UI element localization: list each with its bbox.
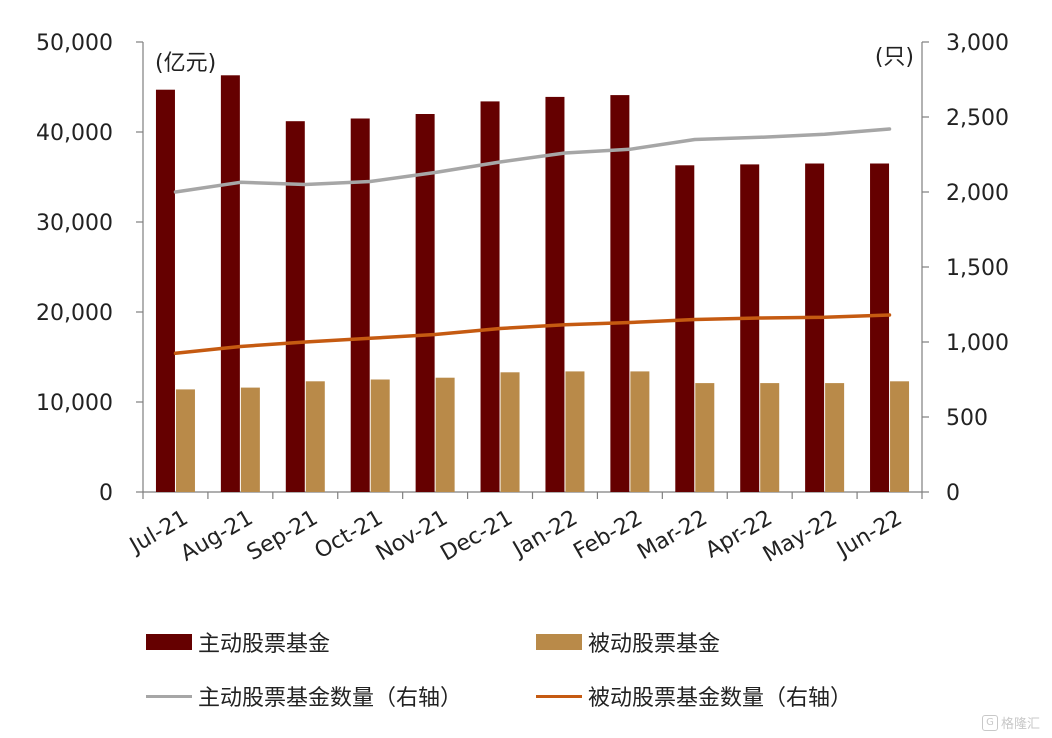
bar-active bbox=[740, 164, 760, 492]
legend-item-active-bar: 主动股票基金 bbox=[146, 626, 330, 658]
left-tick-label: 40,000 bbox=[36, 121, 113, 146]
left-tick-label: 20,000 bbox=[36, 301, 113, 326]
bar-active bbox=[545, 96, 565, 493]
left-tick-label: 0 bbox=[99, 481, 113, 506]
bar-passive bbox=[760, 383, 780, 492]
legend-item-passive-line: 被动股票基金数量（右轴） bbox=[536, 680, 852, 712]
right-tick-label: 500 bbox=[946, 406, 988, 431]
legend-swatch-active-bar bbox=[146, 634, 192, 650]
right-tick-label: 0 bbox=[946, 481, 960, 506]
bar-passive bbox=[175, 389, 195, 492]
axes bbox=[136, 41, 929, 499]
x-tick-label: Feb-22 bbox=[570, 506, 647, 565]
x-tick-label: Jan-22 bbox=[507, 506, 582, 564]
legend-item-passive-bar: 被动股票基金 bbox=[536, 626, 720, 658]
line-passive-count bbox=[173, 313, 892, 356]
bar-passive bbox=[435, 377, 455, 492]
bar-passive bbox=[370, 379, 390, 492]
left-axis-unit: (亿元) bbox=[155, 51, 216, 76]
right-tick-label: 3,000 bbox=[946, 31, 1009, 56]
bar-active bbox=[610, 95, 630, 492]
watermark-text: 格隆汇 bbox=[1000, 717, 1040, 732]
right-tick-label: 1,000 bbox=[946, 331, 1009, 356]
bar-active bbox=[480, 101, 500, 493]
right-axis-unit: (只) bbox=[875, 45, 914, 70]
watermark-logo-icon: G bbox=[981, 714, 998, 731]
x-tick-label: May-22 bbox=[759, 506, 842, 568]
x-tick-label: Nov-21 bbox=[372, 506, 452, 567]
right-tick-label: 1,500 bbox=[946, 256, 1009, 281]
left-tick-label: 50,000 bbox=[36, 31, 113, 56]
left-tick-label: 30,000 bbox=[36, 211, 113, 236]
bar-passive bbox=[500, 372, 520, 492]
right-tick-label: 2,500 bbox=[946, 106, 1009, 131]
bar-passive bbox=[240, 387, 260, 492]
legend-label-passive-line: 被动股票基金数量（右轴） bbox=[588, 686, 853, 711]
left-tick-label: 10,000 bbox=[36, 391, 113, 416]
legend-label-passive-bar: 被动股票基金 bbox=[588, 632, 721, 657]
legend-label-active-bar: 主动股票基金 bbox=[198, 632, 331, 657]
bar-active bbox=[870, 163, 890, 492]
bar-active bbox=[350, 118, 370, 492]
x-tick-label: Jun-22 bbox=[831, 506, 906, 564]
legend-swatch-active-line bbox=[146, 694, 192, 698]
bar-passive bbox=[695, 383, 715, 492]
lines bbox=[173, 127, 892, 356]
legend-item-active-line: 主动股票基金数量（右轴） bbox=[146, 680, 462, 712]
bar-active bbox=[220, 75, 240, 493]
bars bbox=[155, 75, 910, 493]
bar-active bbox=[285, 121, 305, 492]
bar-active bbox=[805, 163, 825, 492]
bar-active bbox=[415, 114, 435, 492]
bar-passive bbox=[565, 371, 585, 492]
bar-passive bbox=[890, 381, 910, 492]
bar-active bbox=[155, 89, 175, 492]
line-active-count bbox=[173, 127, 892, 194]
chart: 0 10,000 20,000 30,000 40,000 50,000 0 500 1,000… bbox=[36, 31, 1009, 568]
bar-passive bbox=[630, 371, 650, 492]
x-tick-label: Mar-22 bbox=[633, 506, 711, 566]
x-tick-label: Dec-21 bbox=[437, 506, 517, 567]
watermark: G 格隆汇 bbox=[981, 713, 1040, 732]
legend-label-active-line: 主动股票基金数量（右轴） bbox=[198, 686, 463, 711]
bar-passive bbox=[305, 381, 325, 492]
bar-active bbox=[675, 165, 695, 493]
x-tick-label: Oct-21 bbox=[311, 506, 388, 565]
right-tick-label: 2,000 bbox=[946, 181, 1009, 206]
x-tick-label: Aug-21 bbox=[177, 506, 258, 567]
bar-passive bbox=[825, 383, 845, 492]
legend-swatch-passive-bar bbox=[536, 634, 582, 650]
x-tick-label: Sep-21 bbox=[243, 506, 323, 566]
legend-swatch-passive-line bbox=[536, 694, 582, 698]
